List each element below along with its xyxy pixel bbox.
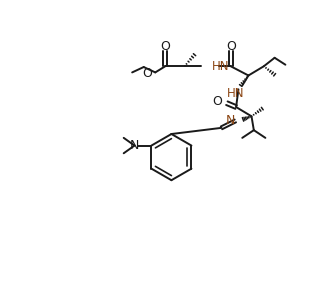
Text: O: O (226, 40, 236, 53)
Text: O: O (142, 67, 152, 80)
Text: O: O (160, 40, 170, 53)
Text: N: N (130, 139, 139, 152)
Text: N: N (226, 114, 235, 127)
Text: HN: HN (227, 87, 245, 100)
Text: O: O (213, 95, 222, 108)
Text: HN: HN (212, 60, 229, 73)
